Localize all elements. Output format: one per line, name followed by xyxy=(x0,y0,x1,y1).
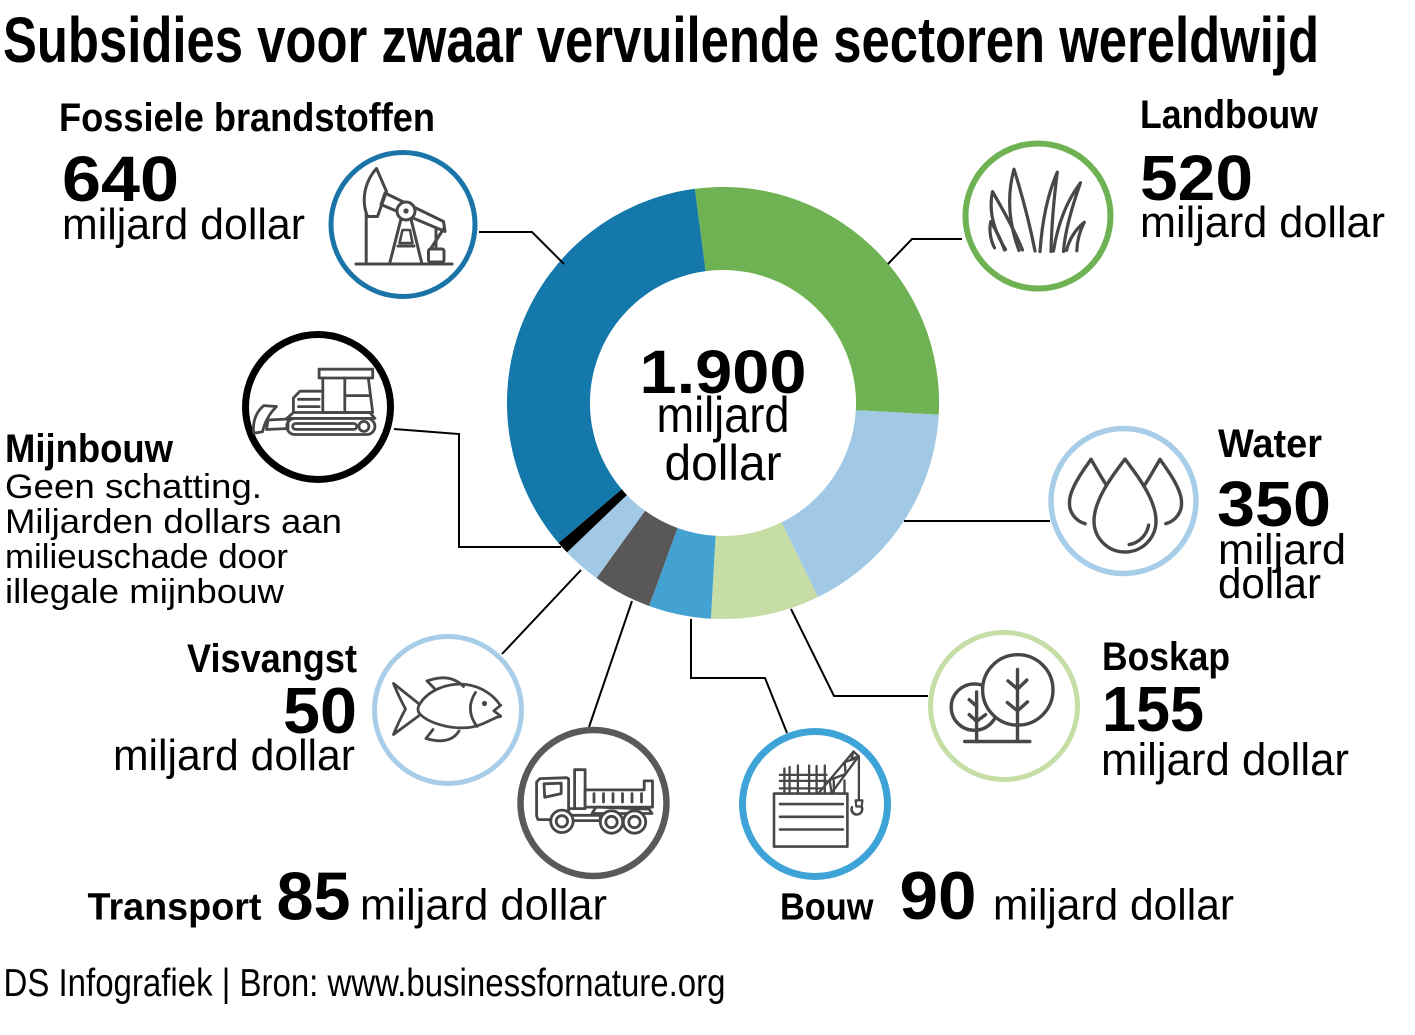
svg-text:Water: Water xyxy=(1218,422,1322,466)
svg-text:Miljarden dollars aan: Miljarden dollars aan xyxy=(5,503,342,541)
svg-text:miljard dollar: miljard dollar xyxy=(1101,734,1349,785)
svg-text:Fossiele brandstoffen: Fossiele brandstoffen xyxy=(59,96,435,140)
svg-text:miljard dollar: miljard dollar xyxy=(360,881,607,930)
svg-text:miljard dollar: miljard dollar xyxy=(62,200,305,249)
svg-text:miljard dollar: miljard dollar xyxy=(993,881,1234,930)
svg-text:520: 520 xyxy=(1140,142,1253,214)
svg-text:DS Infografiek | Bron: www.bus: DS Infografiek | Bron: www.businessforna… xyxy=(4,962,726,1005)
svg-text:Landbouw: Landbouw xyxy=(1140,93,1319,137)
svg-text:miljard: miljard xyxy=(657,387,790,443)
svg-text:Visvangst: Visvangst xyxy=(187,637,357,681)
svg-text:miljard: miljard xyxy=(1218,526,1346,574)
svg-text:Bouw: Bouw xyxy=(780,887,874,929)
svg-text:155: 155 xyxy=(1102,673,1204,745)
svg-text:640: 640 xyxy=(62,143,179,215)
svg-text:dollar: dollar xyxy=(1218,560,1321,608)
svg-text:Geen schatting.: Geen schatting. xyxy=(5,468,262,506)
svg-text:Transport: Transport xyxy=(88,887,262,929)
svg-text:miljard dollar: miljard dollar xyxy=(113,731,355,780)
svg-text:illegale mijnbouw: illegale mijnbouw xyxy=(5,573,284,611)
svg-text:85: 85 xyxy=(277,859,351,935)
svg-text:miljard dollar: miljard dollar xyxy=(1140,198,1385,247)
svg-text:milieuschade door: milieuschade door xyxy=(5,538,288,576)
svg-text:Subsidies voor zwaar vervuilen: Subsidies voor zwaar vervuilende sectore… xyxy=(3,4,1319,76)
svg-text:350: 350 xyxy=(1217,468,1331,540)
svg-text:50: 50 xyxy=(283,674,357,747)
svg-text:90: 90 xyxy=(900,858,977,934)
svg-text:dollar: dollar xyxy=(665,435,782,491)
svg-text:Boskap: Boskap xyxy=(1102,635,1230,679)
svg-text:Mijnbouw: Mijnbouw xyxy=(5,427,174,471)
svg-text:1.900: 1.900 xyxy=(640,338,807,406)
